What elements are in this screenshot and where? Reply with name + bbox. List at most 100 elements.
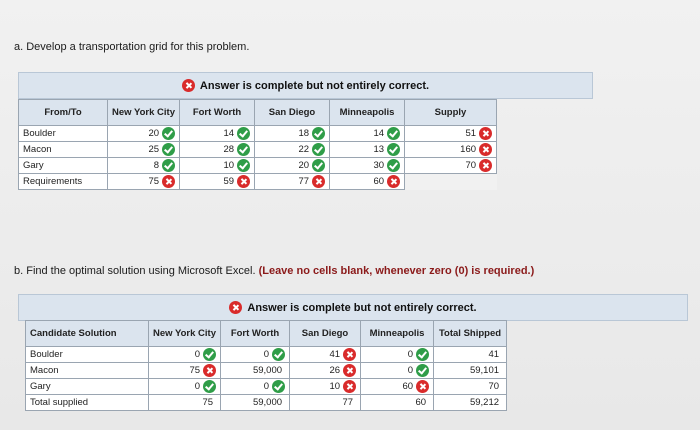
- answer-cell[interactable]: 0: [147, 378, 222, 395]
- answer-cell[interactable]: 18: [254, 125, 331, 142]
- table-row: Requirements 75 59 77 60: [18, 173, 497, 190]
- check-icon: [162, 143, 176, 156]
- cell-value: 0: [194, 381, 201, 393]
- cell-value: 26: [329, 365, 341, 377]
- answer-cell[interactable]: 14: [329, 125, 406, 142]
- empty-cell: [404, 173, 497, 190]
- answer-cell[interactable]: 13: [329, 141, 406, 158]
- table-row: Gary 8 10 20 30 70: [18, 157, 498, 174]
- answer-cell[interactable]: 41: [289, 346, 362, 363]
- incorrect-icon: [479, 143, 493, 156]
- answer-cell[interactable]: 26: [289, 362, 362, 379]
- cell-value: 10: [223, 160, 235, 172]
- cell-value: 10: [329, 381, 341, 393]
- row-label: Gary: [18, 157, 108, 174]
- incorrect-icon: [416, 380, 430, 393]
- answer-cell[interactable]: 25: [106, 141, 181, 158]
- answer-cell[interactable]: 0: [360, 346, 435, 363]
- incorrect-icon: [312, 175, 326, 188]
- header-new-york-city: New York City: [147, 320, 222, 347]
- table-row: Macon 25 28 22 13 160: [18, 141, 498, 158]
- feedback-text-a: Answer is complete but not entirely corr…: [199, 79, 430, 92]
- cell-value: 14: [373, 128, 385, 140]
- answer-cell[interactable]: 0: [220, 346, 291, 363]
- answer-cell[interactable]: 14: [179, 125, 256, 142]
- header-san-diego: San Diego: [254, 99, 331, 126]
- table-row: Total supplied 75 59,000 77 60 59,212: [25, 394, 508, 411]
- cell-value: 75: [202, 397, 214, 408]
- answer-cell[interactable]: 51: [404, 125, 498, 142]
- answer-cell[interactable]: 28: [179, 141, 256, 158]
- cell-value: 0: [407, 365, 414, 377]
- question-b-instruction: (Leave no cells blank, whenever zero (0)…: [258, 265, 535, 277]
- answer-cell[interactable]: 77: [254, 173, 331, 190]
- incorrect-icon: [343, 348, 357, 361]
- answer-cell[interactable]: 60: [360, 378, 435, 395]
- row-label: Gary: [25, 378, 149, 395]
- incorrect-icon: [479, 159, 493, 172]
- row-label: Total supplied: [25, 394, 149, 411]
- incorrect-icon: [387, 175, 401, 188]
- header-minneapolis: Minneapolis: [329, 99, 406, 126]
- incorrect-icon: [162, 175, 176, 188]
- answer-cell[interactable]: 0: [147, 346, 222, 363]
- answer-cell: 59,101: [433, 362, 508, 379]
- answer-cell[interactable]: 75: [147, 362, 222, 379]
- cell-value: 59,101: [469, 365, 500, 376]
- answer-cell[interactable]: 60: [329, 173, 406, 190]
- check-icon: [203, 380, 217, 393]
- answer-cell[interactable]: 59,000: [220, 362, 291, 379]
- answer-cell[interactable]: 70: [404, 157, 498, 174]
- table-row: Macon 75 59,000 26 0 59,101: [25, 362, 508, 379]
- check-icon: [237, 143, 251, 156]
- check-icon: [237, 127, 251, 140]
- check-icon: [162, 159, 176, 172]
- answer-cell[interactable]: 0: [360, 362, 435, 379]
- check-icon: [387, 143, 401, 156]
- answer-cell[interactable]: 30: [329, 157, 406, 174]
- header-fort-worth: Fort Worth: [179, 99, 256, 126]
- cell-value: 20: [298, 160, 310, 172]
- question-b-text: b. Find the optimal solution using Micro…: [14, 265, 259, 277]
- answer-cell[interactable]: 20: [254, 157, 331, 174]
- answer-cell[interactable]: 10: [179, 157, 256, 174]
- table-row: Boulder 20 14 18 14 51: [18, 125, 498, 142]
- check-icon: [162, 127, 176, 140]
- cell-value: 59,212: [469, 397, 500, 408]
- header-fort-worth: Fort Worth: [220, 320, 291, 347]
- solution-grid: Candidate Solution New York City Fort Wo…: [25, 320, 508, 411]
- answer-cell[interactable]: 20: [106, 125, 181, 142]
- cell-value: 0: [263, 381, 270, 393]
- feedback-banner-b: Answer is complete but not entirely corr…: [18, 294, 688, 321]
- cell-value: 51: [465, 128, 477, 140]
- cell-value: 59,000: [252, 397, 283, 408]
- check-icon: [416, 364, 430, 377]
- header-total-shipped: Total Shipped: [433, 320, 508, 347]
- cell-value: 60: [402, 381, 414, 393]
- cell-value: 13: [373, 144, 385, 156]
- answer-cell: 60: [360, 394, 435, 411]
- check-icon: [387, 127, 401, 140]
- cell-value: 75: [148, 176, 160, 188]
- cell-value: 70: [488, 381, 500, 392]
- row-label: Requirements: [18, 173, 108, 190]
- row-label: Boulder: [25, 346, 149, 363]
- answer-cell[interactable]: 75: [106, 173, 181, 190]
- answer-cell[interactable]: 59: [179, 173, 256, 190]
- cell-value: 14: [223, 128, 235, 140]
- cell-value: 28: [223, 144, 235, 156]
- answer-cell: 41: [433, 346, 508, 363]
- table-row: Boulder 0 0 41 0 41: [25, 346, 508, 363]
- answer-cell[interactable]: 160: [404, 141, 498, 158]
- cell-value: 22: [298, 144, 310, 156]
- check-icon: [387, 159, 401, 172]
- incorrect-icon: [479, 127, 493, 140]
- answer-cell[interactable]: 22: [254, 141, 331, 158]
- answer-cell[interactable]: 8: [106, 157, 181, 174]
- feedback-banner-a: Answer is complete but not entirely corr…: [18, 72, 593, 99]
- question-b: b. Find the optimal solution using Micro…: [14, 265, 534, 277]
- answer-cell[interactable]: 10: [289, 378, 362, 395]
- feedback-text-b: Answer is complete but not entirely corr…: [247, 301, 477, 314]
- answer-cell[interactable]: 0: [220, 378, 291, 395]
- check-icon: [272, 380, 286, 393]
